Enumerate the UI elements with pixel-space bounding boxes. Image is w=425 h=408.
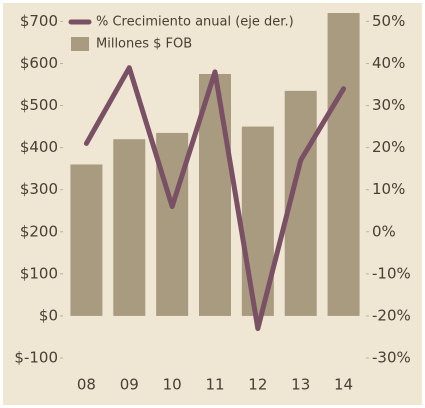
- y2-tick-label: 0%: [372, 222, 396, 240]
- y-tick-label: $-100: [14, 349, 58, 367]
- bar: [113, 139, 146, 316]
- x-tick-label: 13: [291, 376, 310, 394]
- y2-tick-label: -10%: [372, 264, 411, 282]
- y2-tick-label: 20%: [372, 138, 405, 156]
- y2-tick-label: 30%: [372, 96, 405, 114]
- bar: [327, 13, 360, 316]
- x-tick-label: 14: [334, 376, 353, 394]
- y-tick-label: $600: [20, 54, 58, 72]
- x-tick-label: 10: [163, 376, 182, 394]
- bar: [70, 164, 103, 316]
- y-tick-label: $200: [20, 222, 58, 240]
- x-tick-label: 09: [120, 376, 139, 394]
- x-tick-label: 12: [248, 376, 267, 394]
- legend-swatch: [71, 37, 89, 51]
- y2-tick-label: -20%: [372, 306, 411, 324]
- y-tick-label: $400: [20, 138, 58, 156]
- y-tick-label: $0: [39, 306, 58, 324]
- bars: [70, 13, 360, 316]
- y2-tick-label: 50%: [372, 12, 405, 30]
- y2-tick-label: 40%: [372, 54, 405, 72]
- bar: [156, 132, 189, 316]
- y2-tick-label: -30%: [372, 349, 411, 367]
- bar: [199, 74, 231, 316]
- line: [83, 65, 347, 332]
- y-tick-label: $500: [20, 96, 58, 114]
- legend-label: Millones $ FOB: [96, 37, 192, 52]
- x-tick-label: 08: [77, 376, 96, 394]
- x-tick-label: 11: [205, 376, 224, 394]
- legend-label: % Crecimiento anual (eje der.): [96, 15, 294, 30]
- y-tick-label: $100: [20, 264, 58, 282]
- y2-tick-label: 10%: [372, 180, 405, 198]
- y-tick-label: $300: [20, 180, 58, 198]
- y-tick-label: $700: [20, 12, 58, 30]
